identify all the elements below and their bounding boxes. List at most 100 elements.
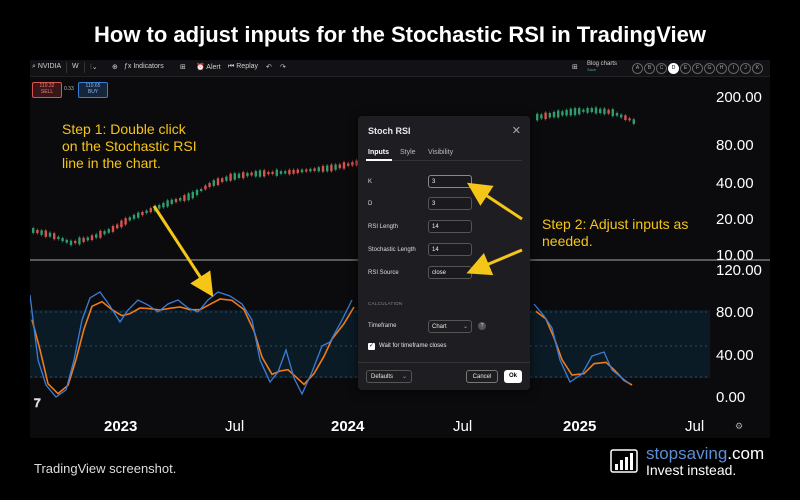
cancel-button[interactable]: Cancel	[466, 370, 498, 383]
candle	[111, 225, 115, 232]
candle	[254, 171, 257, 177]
quick-access-g[interactable]: G	[704, 63, 715, 74]
undo-icon[interactable]: ↶	[266, 64, 272, 71]
candle	[48, 232, 52, 237]
candle	[107, 229, 110, 233]
candle	[145, 210, 148, 214]
stoch-axis-label: 0.00	[716, 389, 746, 406]
alert-button[interactable]: ⏰ Alert	[196, 64, 221, 71]
candle	[166, 200, 169, 207]
wait-timeframe-checkbox[interactable]: ✓	[368, 343, 375, 350]
templates-icon[interactable]: ⊞	[180, 64, 186, 71]
candle	[586, 107, 589, 113]
quick-access-c[interactable]: C	[656, 63, 667, 74]
candle	[86, 237, 89, 241]
candle	[137, 212, 140, 218]
tab-visibility[interactable]: Visibility	[428, 149, 454, 156]
candle	[128, 217, 131, 221]
tab-inputs[interactable]: Inputs	[368, 149, 389, 156]
k-input[interactable]: 3	[428, 175, 472, 188]
quick-access-f[interactable]: F	[692, 63, 703, 74]
timeframe-select[interactable]: Chart ⌄	[428, 320, 472, 333]
close-icon[interactable]: ✕	[511, 125, 521, 137]
candle	[141, 211, 144, 216]
ok-button[interactable]: Ok	[504, 370, 522, 383]
stoch-k-line[interactable]	[30, 291, 631, 398]
stochastic-length-label: Stochastic Length	[368, 247, 416, 253]
quick-access-b[interactable]: B	[644, 63, 655, 74]
quick-access-e[interactable]: E	[680, 63, 691, 74]
candle	[317, 167, 320, 172]
step2-arrow-k	[466, 182, 523, 221]
time-axis-label: Jul	[225, 418, 245, 435]
help-icon[interactable]: ?	[478, 322, 486, 330]
rsi-length-input[interactable]: 14	[428, 220, 472, 233]
price-axis-label: 20.00	[716, 211, 754, 228]
buy-price: 110.65	[85, 83, 101, 89]
candle	[279, 171, 283, 174]
candle	[288, 169, 291, 175]
step2-lead: Step 2	[542, 216, 583, 232]
candle	[116, 224, 119, 229]
candle	[162, 202, 165, 208]
alert-label: Alert	[206, 64, 221, 71]
candle	[204, 185, 207, 190]
candle	[36, 229, 39, 234]
candle	[582, 109, 585, 112]
tab-style[interactable]: Style	[400, 149, 416, 156]
candle	[305, 169, 308, 172]
page-title: How to adjust inputs for the Stochastic …	[94, 22, 706, 47]
candle	[99, 230, 102, 238]
quick-access-k[interactable]: K	[752, 63, 763, 74]
layout-menu[interactable]: Blog charts Save	[587, 61, 617, 73]
brand-name-b: .com	[727, 444, 765, 463]
candle	[65, 239, 68, 243]
candle	[565, 109, 568, 116]
candle	[330, 164, 333, 172]
stoch-d-line[interactable]	[31, 298, 633, 395]
candle	[557, 110, 560, 118]
step1-arrow	[152, 205, 214, 298]
indicators-label: Indicators	[133, 63, 164, 70]
tab-divider	[366, 160, 522, 161]
candle	[615, 112, 619, 116]
candle	[179, 197, 182, 201]
candle	[229, 173, 232, 181]
buy-box[interactable]: 110.65 BUY	[78, 82, 108, 98]
candle	[61, 237, 64, 242]
stoch-axis-label: 80.00	[716, 304, 754, 321]
price-axis-label: 80.00	[716, 137, 754, 154]
candle	[191, 191, 194, 199]
compare-icon[interactable]: ⊕	[112, 64, 118, 71]
candle	[578, 108, 581, 115]
sell-box[interactable]: 110.32 SELL	[32, 82, 62, 98]
footer-divider	[358, 362, 530, 363]
candle	[242, 172, 245, 179]
layout-icon[interactable]: ⊞	[572, 64, 578, 71]
candle	[296, 169, 299, 174]
quick-access-j[interactable]: J	[740, 63, 751, 74]
symbol-search[interactable]: ⌕ NVIDIA	[32, 63, 62, 70]
replay-button[interactable]: ⏮ Replay	[228, 63, 259, 70]
candlestick-series[interactable]	[32, 106, 635, 247]
stochastic-length-input[interactable]: 14	[428, 243, 472, 256]
candle	[158, 204, 161, 209]
layout-name: Blog charts	[587, 61, 618, 67]
chart-type-icon[interactable]: ⫶⌄	[90, 64, 98, 71]
candle	[590, 108, 593, 113]
candle	[258, 170, 262, 177]
defaults-button[interactable]: Defaults ⌄	[366, 370, 412, 383]
step2-annotation: Step 2: Adjust inputs as needed.	[542, 216, 692, 250]
quick-access-i[interactable]: I	[728, 63, 739, 74]
quick-access-h[interactable]: H	[716, 63, 727, 74]
interval-button[interactable]: W	[72, 63, 79, 70]
d-input[interactable]: 3	[428, 197, 472, 210]
settings-gear-icon[interactable]: ⚙	[735, 421, 744, 431]
indicators-button[interactable]: ƒx Indicators	[124, 63, 164, 70]
redo-icon[interactable]: ↷	[280, 64, 286, 71]
wait-timeframe-label: Wait for timeframe closes	[379, 343, 447, 349]
candle	[632, 119, 635, 124]
candle	[246, 172, 249, 177]
quick-access-a[interactable]: A	[632, 63, 643, 74]
quick-access-d[interactable]: D	[668, 63, 679, 74]
